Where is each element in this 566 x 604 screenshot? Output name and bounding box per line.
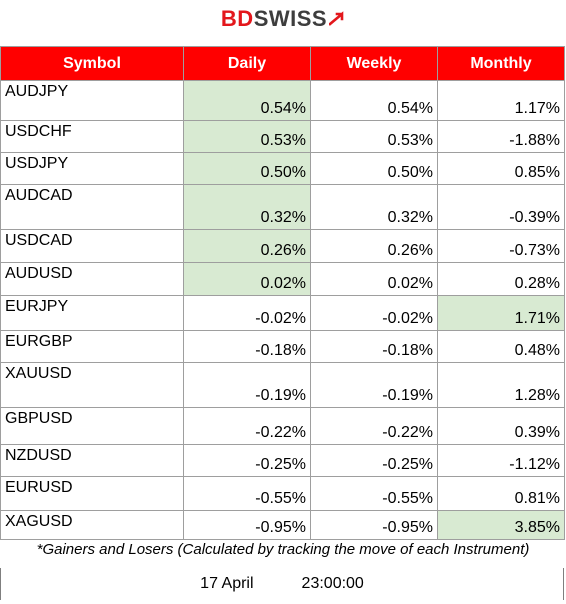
monthly-cell: 0.48% — [437, 330, 565, 363]
daily-cell: 0.02% — [183, 262, 311, 296]
weekly-cell: -0.25% — [310, 444, 438, 477]
timestamp-date: 17 April — [200, 575, 254, 592]
weekly-cell: 0.32% — [310, 184, 438, 230]
symbol-cell: EURGBP — [0, 330, 184, 363]
symbol-cell: NZDUSD — [0, 444, 184, 477]
daily-cell: -0.18% — [183, 330, 311, 363]
weekly-cell: 0.54% — [310, 80, 438, 121]
weekly-cell: -0.18% — [310, 330, 438, 363]
table-row: EURGBP -0.18% -0.18% 0.48% — [0, 330, 565, 363]
table-header-row: Symbol Daily Weekly Monthly — [0, 46, 565, 81]
table-row: AUDCAD 0.32% 0.32% -0.39% — [0, 184, 565, 230]
daily-cell: 0.26% — [183, 229, 311, 263]
daily-cell: 0.50% — [183, 152, 311, 185]
brand-arrow-icon — [329, 11, 344, 26]
weekly-cell: 0.02% — [310, 262, 438, 296]
daily-cell: -0.22% — [183, 407, 311, 445]
monthly-cell: 0.81% — [437, 476, 565, 511]
monthly-cell: 0.39% — [437, 407, 565, 445]
weekly-cell: -0.22% — [310, 407, 438, 445]
symbol-cell: EURJPY — [0, 295, 184, 331]
monthly-cell: 1.17% — [437, 80, 565, 121]
weekly-cell: -0.19% — [310, 362, 438, 408]
header-symbol: Symbol — [0, 46, 184, 81]
brand-logo: BDSWISS — [0, 6, 566, 34]
footnote: *Gainers and Losers (Calculated by track… — [36, 541, 530, 558]
performance-table: Symbol Daily Weekly Monthly AUDJPY 0.54%… — [0, 46, 565, 540]
weekly-cell: 0.53% — [310, 120, 438, 153]
daily-cell: -0.95% — [183, 510, 311, 540]
daily-cell: -0.25% — [183, 444, 311, 477]
table-row: NZDUSD -0.25% -0.25% -1.12% — [0, 444, 565, 477]
symbol-cell: XAUUSD — [0, 362, 184, 408]
header-daily: Daily — [183, 46, 311, 81]
header-monthly: Monthly — [437, 46, 565, 81]
symbol-cell: EURUSD — [0, 476, 184, 511]
symbol-cell: AUDCAD — [0, 184, 184, 230]
symbol-cell: GBPUSD — [0, 407, 184, 445]
daily-cell: 0.53% — [183, 120, 311, 153]
monthly-cell: 1.71% — [437, 295, 565, 331]
daily-cell: -0.55% — [183, 476, 311, 511]
table-row: GBPUSD -0.22% -0.22% 0.39% — [0, 407, 565, 445]
daily-cell: -0.02% — [183, 295, 311, 331]
table-row: XAGUSD -0.95% -0.95% 3.85% — [0, 510, 565, 540]
table-row: EURUSD -0.55% -0.55% 0.81% — [0, 476, 565, 511]
table-row: USDCAD 0.26% 0.26% -0.73% — [0, 229, 565, 263]
brand-name: BDSWISS — [220, 6, 328, 31]
monthly-cell: 3.85% — [437, 510, 565, 540]
monthly-cell: -0.73% — [437, 229, 565, 263]
timestamp-box: 17 April 23:00:00 — [0, 568, 564, 600]
daily-cell: 0.54% — [183, 80, 311, 121]
weekly-cell: 0.26% — [310, 229, 438, 263]
weekly-cell: -0.95% — [310, 510, 438, 540]
symbol-cell: USDCAD — [0, 229, 184, 263]
symbol-cell: AUDUSD — [0, 262, 184, 296]
header-weekly: Weekly — [310, 46, 438, 81]
table-row: XAUUSD -0.19% -0.19% 1.28% — [0, 362, 565, 408]
table-row: USDJPY 0.50% 0.50% 0.85% — [0, 152, 565, 185]
daily-cell: -0.19% — [183, 362, 311, 408]
symbol-cell: AUDJPY — [0, 80, 184, 121]
table-row: USDCHF 0.53% 0.53% -1.88% — [0, 120, 565, 153]
monthly-cell: 0.85% — [437, 152, 565, 185]
table-row: AUDJPY 0.54% 0.54% 1.17% — [0, 80, 565, 121]
monthly-cell: -1.88% — [437, 120, 565, 153]
symbol-cell: USDCHF — [0, 120, 184, 153]
monthly-cell: -1.12% — [437, 444, 565, 477]
weekly-cell: -0.55% — [310, 476, 438, 511]
monthly-cell: -0.39% — [437, 184, 565, 230]
weekly-cell: -0.02% — [310, 295, 438, 331]
weekly-cell: 0.50% — [310, 152, 438, 185]
monthly-cell: 0.28% — [437, 262, 565, 296]
table-row: EURJPY -0.02% -0.02% 1.71% — [0, 295, 565, 331]
table-row: AUDUSD 0.02% 0.02% 0.28% — [0, 262, 565, 296]
symbol-cell: USDJPY — [0, 152, 184, 185]
monthly-cell: 1.28% — [437, 362, 565, 408]
timestamp-time: 23:00:00 — [301, 575, 364, 592]
daily-cell: 0.32% — [183, 184, 311, 230]
symbol-cell: XAGUSD — [0, 510, 184, 540]
